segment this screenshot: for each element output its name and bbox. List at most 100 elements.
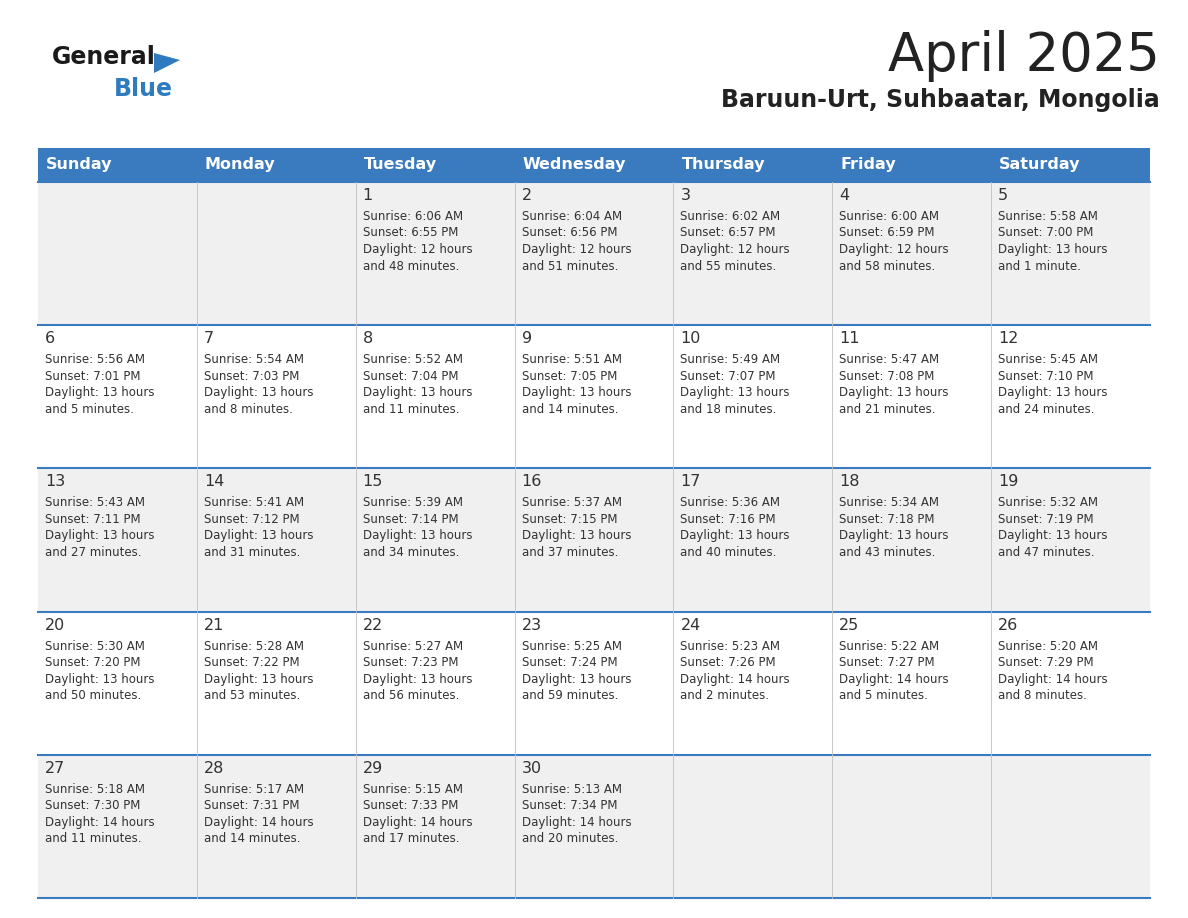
Text: 24: 24 (681, 618, 701, 633)
Text: and 47 minutes.: and 47 minutes. (998, 546, 1094, 559)
Text: and 56 minutes.: and 56 minutes. (362, 689, 459, 702)
Text: Daylight: 13 hours: Daylight: 13 hours (522, 530, 631, 543)
Text: 11: 11 (839, 331, 860, 346)
Text: Sunset: 6:57 PM: Sunset: 6:57 PM (681, 227, 776, 240)
Text: Daylight: 13 hours: Daylight: 13 hours (45, 673, 154, 686)
Text: and 53 minutes.: and 53 minutes. (204, 689, 301, 702)
Text: Wednesday: Wednesday (523, 158, 626, 173)
Text: 17: 17 (681, 475, 701, 489)
Text: Sunrise: 5:36 AM: Sunrise: 5:36 AM (681, 497, 781, 509)
Text: Sunset: 7:19 PM: Sunset: 7:19 PM (998, 513, 1094, 526)
Text: Sunset: 7:03 PM: Sunset: 7:03 PM (204, 370, 299, 383)
Bar (38, 755, 1150, 898)
Text: Daylight: 12 hours: Daylight: 12 hours (681, 243, 790, 256)
Text: Daylight: 14 hours: Daylight: 14 hours (681, 673, 790, 686)
Text: Daylight: 13 hours: Daylight: 13 hours (839, 386, 949, 399)
Text: 20: 20 (45, 618, 65, 633)
Text: 10: 10 (681, 331, 701, 346)
Text: Daylight: 13 hours: Daylight: 13 hours (681, 530, 790, 543)
Text: Sunrise: 6:00 AM: Sunrise: 6:00 AM (839, 210, 940, 223)
Bar (38, 325, 1150, 468)
Text: and 31 minutes.: and 31 minutes. (204, 546, 301, 559)
Text: Sunset: 6:55 PM: Sunset: 6:55 PM (362, 227, 459, 240)
Text: Daylight: 13 hours: Daylight: 13 hours (998, 243, 1107, 256)
Bar (38, 468, 1150, 611)
Text: and 5 minutes.: and 5 minutes. (45, 403, 134, 416)
Text: Sunrise: 5:37 AM: Sunrise: 5:37 AM (522, 497, 621, 509)
Text: 21: 21 (204, 618, 225, 633)
Text: 28: 28 (204, 761, 225, 776)
Text: Sunrise: 5:32 AM: Sunrise: 5:32 AM (998, 497, 1098, 509)
Text: Sunrise: 5:22 AM: Sunrise: 5:22 AM (839, 640, 940, 653)
Text: Sunrise: 5:23 AM: Sunrise: 5:23 AM (681, 640, 781, 653)
Text: Sunset: 7:11 PM: Sunset: 7:11 PM (45, 513, 140, 526)
Text: Sunrise: 5:39 AM: Sunrise: 5:39 AM (362, 497, 462, 509)
Text: Daylight: 13 hours: Daylight: 13 hours (362, 530, 472, 543)
Text: Sunset: 7:14 PM: Sunset: 7:14 PM (362, 513, 459, 526)
Text: Sunrise: 6:02 AM: Sunrise: 6:02 AM (681, 210, 781, 223)
Text: Sunrise: 5:34 AM: Sunrise: 5:34 AM (839, 497, 940, 509)
Text: and 2 minutes.: and 2 minutes. (681, 689, 770, 702)
Text: 27: 27 (45, 761, 65, 776)
Text: Sunset: 7:08 PM: Sunset: 7:08 PM (839, 370, 935, 383)
Text: Daylight: 13 hours: Daylight: 13 hours (204, 530, 314, 543)
Text: Sunrise: 5:28 AM: Sunrise: 5:28 AM (204, 640, 304, 653)
Text: and 8 minutes.: and 8 minutes. (204, 403, 292, 416)
Text: Thursday: Thursday (682, 158, 765, 173)
Text: Sunset: 7:07 PM: Sunset: 7:07 PM (681, 370, 776, 383)
Text: 8: 8 (362, 331, 373, 346)
Text: and 14 minutes.: and 14 minutes. (522, 403, 618, 416)
Text: and 21 minutes.: and 21 minutes. (839, 403, 936, 416)
Text: Daylight: 12 hours: Daylight: 12 hours (362, 243, 473, 256)
Text: Sunrise: 5:41 AM: Sunrise: 5:41 AM (204, 497, 304, 509)
Text: Daylight: 13 hours: Daylight: 13 hours (839, 530, 949, 543)
Text: Sunrise: 5:18 AM: Sunrise: 5:18 AM (45, 783, 145, 796)
Text: Sunrise: 5:27 AM: Sunrise: 5:27 AM (362, 640, 463, 653)
Text: and 8 minutes.: and 8 minutes. (998, 689, 1087, 702)
Text: Daylight: 14 hours: Daylight: 14 hours (45, 816, 154, 829)
Text: Sunrise: 5:51 AM: Sunrise: 5:51 AM (522, 353, 621, 366)
Text: Sunrise: 5:43 AM: Sunrise: 5:43 AM (45, 497, 145, 509)
Text: 5: 5 (998, 188, 1009, 203)
Text: Sunset: 7:15 PM: Sunset: 7:15 PM (522, 513, 617, 526)
Text: Sunset: 7:30 PM: Sunset: 7:30 PM (45, 800, 140, 812)
Text: Daylight: 13 hours: Daylight: 13 hours (681, 386, 790, 399)
Text: Sunrise: 5:25 AM: Sunrise: 5:25 AM (522, 640, 621, 653)
Text: and 58 minutes.: and 58 minutes. (839, 260, 935, 273)
Text: Sunrise: 5:45 AM: Sunrise: 5:45 AM (998, 353, 1098, 366)
Text: Daylight: 14 hours: Daylight: 14 hours (522, 816, 631, 829)
Text: Daylight: 13 hours: Daylight: 13 hours (998, 530, 1107, 543)
Text: Sunrise: 5:58 AM: Sunrise: 5:58 AM (998, 210, 1098, 223)
Text: 9: 9 (522, 331, 532, 346)
Text: Sunset: 7:24 PM: Sunset: 7:24 PM (522, 656, 618, 669)
Text: Daylight: 12 hours: Daylight: 12 hours (839, 243, 949, 256)
Text: 13: 13 (45, 475, 65, 489)
Text: Sunrise: 5:15 AM: Sunrise: 5:15 AM (362, 783, 462, 796)
Text: 18: 18 (839, 475, 860, 489)
Text: Sunrise: 6:04 AM: Sunrise: 6:04 AM (522, 210, 621, 223)
Text: and 55 minutes.: and 55 minutes. (681, 260, 777, 273)
Text: and 34 minutes.: and 34 minutes. (362, 546, 459, 559)
Text: Daylight: 14 hours: Daylight: 14 hours (362, 816, 473, 829)
Polygon shape (154, 53, 181, 73)
Text: Tuesday: Tuesday (364, 158, 437, 173)
Text: Daylight: 14 hours: Daylight: 14 hours (839, 673, 949, 686)
Text: and 11 minutes.: and 11 minutes. (45, 833, 141, 845)
Text: 4: 4 (839, 188, 849, 203)
Text: Sunset: 6:56 PM: Sunset: 6:56 PM (522, 227, 617, 240)
Text: 23: 23 (522, 618, 542, 633)
Text: and 48 minutes.: and 48 minutes. (362, 260, 459, 273)
Text: 7: 7 (204, 331, 214, 346)
Text: and 1 minute.: and 1 minute. (998, 260, 1081, 273)
Text: Daylight: 13 hours: Daylight: 13 hours (45, 386, 154, 399)
Text: Daylight: 13 hours: Daylight: 13 hours (522, 673, 631, 686)
Text: 14: 14 (204, 475, 225, 489)
Text: Sunset: 7:16 PM: Sunset: 7:16 PM (681, 513, 776, 526)
Text: Daylight: 13 hours: Daylight: 13 hours (45, 530, 154, 543)
Text: and 59 minutes.: and 59 minutes. (522, 689, 618, 702)
Text: Sunrise: 5:13 AM: Sunrise: 5:13 AM (522, 783, 621, 796)
Text: and 37 minutes.: and 37 minutes. (522, 546, 618, 559)
Text: Sunset: 7:29 PM: Sunset: 7:29 PM (998, 656, 1094, 669)
Text: 26: 26 (998, 618, 1018, 633)
Text: Baruun-Urt, Suhbaatar, Mongolia: Baruun-Urt, Suhbaatar, Mongolia (721, 88, 1159, 112)
